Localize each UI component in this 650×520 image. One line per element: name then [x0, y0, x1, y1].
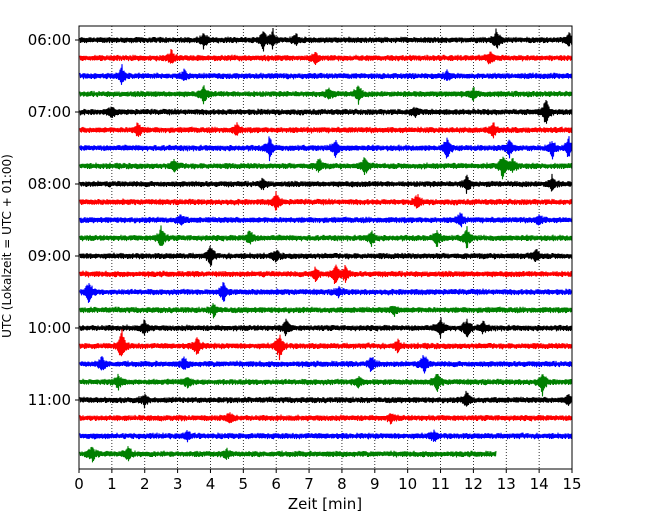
- seismogram-trace: [79, 99, 573, 124]
- y-axis-label: UTC (Lokalzeit = UTC + 01:00): [0, 154, 14, 338]
- seismogram-trace: [79, 317, 573, 339]
- seismogram-trace: [79, 373, 573, 397]
- x-axis-label: Zeit [min]: [288, 495, 362, 513]
- x-tick-label: 0: [74, 475, 84, 493]
- y-tick-label: 10:00: [28, 319, 71, 337]
- x-tick-label: 7: [304, 475, 314, 493]
- seismogram-trace: [79, 412, 573, 425]
- x-tick-label: 12: [464, 475, 483, 493]
- y-tick-label: 09:00: [28, 247, 71, 265]
- y-tick-label: 08:00: [28, 175, 71, 193]
- plot-frame: [78, 25, 573, 470]
- seismogram-trace: [79, 390, 573, 409]
- y-tick-label: 07:00: [28, 103, 71, 121]
- seismogram-trace: [79, 329, 573, 361]
- seismogram-trace: [79, 282, 573, 303]
- seismogram-trace: [79, 303, 573, 319]
- seismogram-trace: [79, 64, 573, 85]
- seismogram-trace: [79, 446, 497, 463]
- seismogram-trace: [79, 264, 573, 285]
- seismogram-trace: [79, 225, 573, 249]
- seismogram-trace: [79, 355, 573, 374]
- seismogram-trace: [79, 156, 573, 180]
- y-tick-label: 11:00: [28, 391, 71, 409]
- seismogram-trace: [79, 27, 573, 52]
- seismogram-trace: [79, 191, 573, 211]
- x-tick-label: 8: [337, 475, 347, 493]
- seismogram-trace: [79, 85, 573, 105]
- seismogram-trace: [79, 122, 573, 139]
- seismogram-trace: [79, 245, 573, 266]
- x-tick-label: 4: [206, 475, 216, 493]
- x-tick-label: 6: [271, 475, 281, 493]
- x-tick-label: 15: [562, 475, 581, 493]
- x-tick-label: 5: [239, 475, 249, 493]
- x-tick-label: 1: [107, 475, 117, 493]
- x-tick-label: 2: [140, 475, 150, 493]
- seismogram-trace: [79, 173, 573, 194]
- seismogram-trace: [79, 429, 573, 443]
- traces-group: [79, 27, 573, 463]
- x-tick-label: 11: [431, 475, 450, 493]
- x-axis: 0 1 2 3 4 5 6 7 8 9 10 11 12 13 14 15: [74, 469, 582, 493]
- x-tick-label: 3: [173, 475, 183, 493]
- x-tick-label: 10: [398, 475, 417, 493]
- y-axis: 06:00 07:00 08:00 09:00 10:00 11:00: [28, 31, 79, 409]
- vertical-grid: [111, 26, 540, 469]
- x-tick-label: 14: [530, 475, 549, 493]
- x-tick-label: 9: [370, 475, 380, 493]
- y-tick-label: 06:00: [28, 31, 71, 49]
- seismogram-trace: [79, 136, 573, 162]
- seismogram-trace: [79, 212, 573, 228]
- x-tick-label: 13: [497, 475, 516, 493]
- seismogram-trace: [79, 48, 573, 66]
